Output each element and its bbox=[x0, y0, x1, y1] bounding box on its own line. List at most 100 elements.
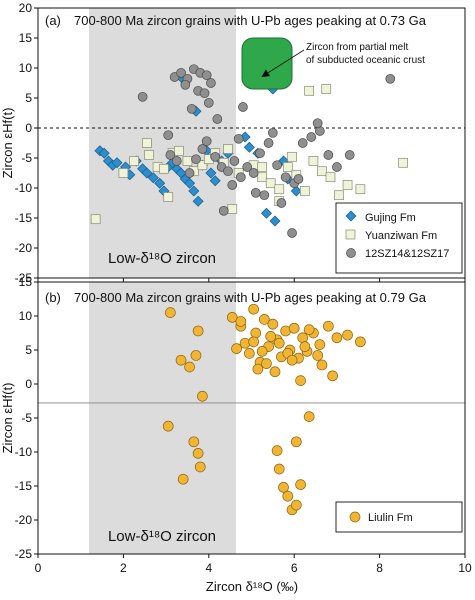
data-point-12sz14-12sz17 bbox=[280, 172, 291, 183]
data-point-liulin-fm bbox=[355, 336, 366, 348]
y-tick-label: 0 bbox=[25, 377, 32, 391]
data-point-gujing-fm bbox=[243, 141, 255, 153]
panel-b-shaded-band bbox=[89, 282, 236, 554]
data-point-12sz14-12sz17 bbox=[212, 114, 223, 124]
data-point-12sz14-12sz17 bbox=[191, 154, 201, 165]
data-point-yuanziwan-fm bbox=[342, 180, 353, 190]
data-point-liulin-fm bbox=[286, 354, 298, 366]
data-point-12sz14-12sz17 bbox=[227, 180, 238, 190]
data-point-yuanziwan-fm bbox=[308, 156, 319, 166]
data-point-liulin-fm bbox=[175, 354, 187, 366]
panel-a-shaded-band bbox=[89, 8, 236, 278]
data-point-yuanziwan-fm bbox=[265, 178, 276, 189]
panel-a-annotation-text-line1: Zircon from partial melt bbox=[306, 42, 408, 53]
y-tick-label: -15 bbox=[15, 211, 33, 225]
data-point-12sz14-12sz17 bbox=[184, 168, 195, 178]
data-point-liulin-fm bbox=[323, 320, 334, 332]
data-point-liulin-fm bbox=[312, 350, 324, 361]
data-point-liulin-fm bbox=[327, 370, 338, 382]
data-point-liulin-fm bbox=[256, 346, 268, 357]
x-tick-label: 10 bbox=[458, 561, 472, 575]
data-point-liulin-fm bbox=[235, 316, 247, 327]
legend-marker-yuanziwan bbox=[345, 229, 356, 240]
data-point-liulin-fm bbox=[190, 350, 202, 361]
data-point-12sz14-12sz17 bbox=[199, 88, 210, 99]
data-point-12sz14-12sz17 bbox=[250, 187, 261, 198]
data-point-liulin-fm bbox=[248, 336, 259, 348]
data-point-liulin-fm bbox=[192, 325, 204, 337]
data-point-yuanziwan-fm bbox=[129, 156, 139, 166]
data-point-gujing-fm bbox=[205, 167, 217, 179]
data-point-liulin-fm bbox=[271, 445, 283, 456]
panel-a-y-ticks: -25 -20 -15 -10 -5 0 5 10 15 20 bbox=[15, 1, 38, 285]
data-point-12sz14-12sz17 bbox=[238, 102, 248, 112]
data-point-liulin-fm bbox=[261, 358, 272, 369]
data-point-yuanziwan-fm bbox=[144, 150, 154, 160]
legend-marker-gujing bbox=[345, 210, 357, 222]
data-point-yuanziwan-fm bbox=[227, 204, 238, 214]
data-point-gujing-fm bbox=[290, 185, 302, 197]
data-point-liulin-fm bbox=[258, 314, 270, 325]
data-point-12sz14-12sz17 bbox=[203, 97, 214, 108]
data-point-12sz14-12sz17 bbox=[180, 79, 191, 90]
y-tick-label: 5 bbox=[25, 91, 32, 105]
data-point-liulin-fm bbox=[290, 499, 302, 511]
data-point-gujing-fm bbox=[184, 177, 196, 189]
data-point-yuanziwan-fm bbox=[300, 186, 310, 196]
data-point-gujing-fm bbox=[188, 185, 200, 197]
y-tick-label: 15 bbox=[19, 275, 33, 289]
data-point-yuanziwan-fm bbox=[163, 192, 174, 202]
data-point-yuanziwan-fm bbox=[304, 85, 314, 96]
y-tick-label: -25 bbox=[15, 271, 33, 285]
data-point-liulin-fm bbox=[267, 318, 279, 330]
x-tick-label: 2 bbox=[120, 561, 127, 575]
panel-a-points bbox=[90, 64, 408, 238]
y-tick-label: -15 bbox=[15, 479, 33, 493]
data-point-yuanziwan-fm bbox=[398, 157, 408, 168]
panel-a-band-label: Low-δ¹⁸O zircon bbox=[108, 250, 216, 267]
data-point-liulin-fm bbox=[342, 329, 353, 341]
data-point-liulin-fm bbox=[231, 343, 242, 354]
data-point-liulin-fm bbox=[331, 332, 343, 344]
data-point-12sz14-12sz17 bbox=[268, 127, 278, 138]
y-tick-label: -5 bbox=[21, 411, 32, 425]
data-point-yuanziwan-fm bbox=[282, 162, 293, 172]
data-point-liulin-fm bbox=[250, 327, 262, 339]
data-point-12sz14-12sz17 bbox=[210, 151, 221, 162]
data-point-liulin-fm bbox=[273, 337, 285, 349]
data-point-yuanziwan-fm bbox=[257, 172, 268, 183]
legend-marker-liulin bbox=[349, 511, 361, 523]
data-point-liulin-fm bbox=[265, 331, 277, 342]
data-point-liulin-fm bbox=[273, 463, 285, 475]
data-point-12sz14-12sz17 bbox=[293, 174, 304, 184]
data-point-liulin-fm bbox=[165, 307, 176, 318]
data-point-liulin-fm bbox=[316, 359, 328, 371]
panel-b-label: (b) bbox=[45, 290, 61, 305]
panel-a-legend-box bbox=[335, 202, 463, 274]
data-point-yuanziwan-fm bbox=[142, 138, 152, 148]
data-point-12sz14-12sz17 bbox=[186, 103, 197, 114]
data-point-12sz14-12sz17 bbox=[344, 150, 355, 160]
panel-b: -25 -20 -15 -10 -5 0 5 10 15 0 2 4 6 8 10 (b) 700-800… bbox=[0, 275, 472, 594]
data-point-12sz14-12sz17 bbox=[233, 133, 244, 144]
panel-b-band-label: Low-δ¹⁸O zircon bbox=[108, 528, 216, 545]
data-point-yuanziwan-fm bbox=[174, 145, 184, 156]
data-point-liulin-fm bbox=[177, 473, 189, 485]
data-point-liulin-fm bbox=[278, 482, 289, 493]
data-point-liulin-fm bbox=[197, 390, 208, 402]
data-point-yuanziwan-fm bbox=[90, 214, 101, 225]
data-point-12sz14-12sz17 bbox=[163, 130, 174, 141]
data-point-12sz14-12sz17 bbox=[287, 228, 297, 238]
data-point-liulin-fm bbox=[288, 322, 300, 334]
data-point-12sz14-12sz17 bbox=[248, 168, 259, 178]
data-point-12sz14-12sz17 bbox=[306, 132, 317, 142]
data-point-12sz14-12sz17 bbox=[197, 144, 208, 154]
panel-b-title: 700-800 Ma zircon grains with U-Pb ages … bbox=[74, 290, 427, 305]
data-point-liulin-fm bbox=[282, 490, 294, 502]
data-point-gujing-fm bbox=[98, 147, 110, 159]
panel-a-label: (a) bbox=[45, 13, 61, 28]
data-point-12sz14-12sz17 bbox=[229, 156, 240, 166]
panel-a-y-axis-label: Zircon εHf(t) bbox=[0, 108, 15, 179]
y-tick-label: 15 bbox=[19, 31, 33, 45]
